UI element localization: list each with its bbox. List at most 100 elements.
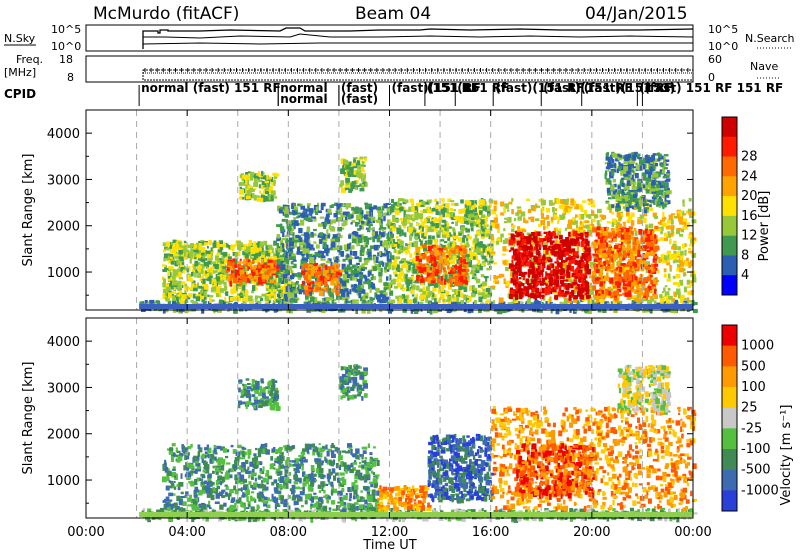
data-cell <box>260 242 264 247</box>
data-cell <box>300 220 304 226</box>
data-cell <box>561 260 566 263</box>
data-cell <box>354 256 359 259</box>
data-cell <box>575 214 578 217</box>
data-cell <box>318 223 323 227</box>
data-cell <box>491 236 494 240</box>
data-cell <box>170 281 172 287</box>
data-cell <box>237 261 241 264</box>
data-cell <box>445 203 450 208</box>
data-cell <box>474 253 477 256</box>
data-cell <box>289 242 294 247</box>
data-cell <box>667 279 672 282</box>
data-cell <box>620 301 622 304</box>
data-cell <box>565 206 568 212</box>
data-cell <box>334 286 337 288</box>
data-cell <box>218 250 223 253</box>
data-cell <box>678 295 681 299</box>
data-cell <box>491 252 496 254</box>
data-cell <box>668 288 671 291</box>
data-cell <box>423 286 426 291</box>
data-cell <box>343 259 346 262</box>
data-cell <box>382 229 385 231</box>
data-cell <box>236 241 241 244</box>
data-cell <box>333 257 335 260</box>
data-cell <box>355 207 359 212</box>
data-cell <box>234 264 239 268</box>
data-cell <box>401 296 403 298</box>
data-cell <box>609 210 612 213</box>
data-cell <box>397 239 400 242</box>
data-cell <box>294 299 298 303</box>
data-cell <box>327 260 329 263</box>
data-cell <box>435 269 438 274</box>
data-cell <box>178 272 182 278</box>
data-cell <box>682 244 685 249</box>
data-cell <box>408 227 412 232</box>
data-cell <box>256 258 260 262</box>
data-cell <box>209 295 213 297</box>
data-cell <box>397 246 399 249</box>
data-cell <box>396 236 399 238</box>
data-cell <box>533 206 536 211</box>
data-cell <box>409 231 413 233</box>
data-cell <box>381 268 383 273</box>
data-cell <box>166 242 170 247</box>
data-cell <box>206 279 210 281</box>
data-cell <box>145 300 148 304</box>
data-cell <box>209 281 211 284</box>
data-cell <box>667 251 671 253</box>
cpid-segment-label: normal <box>280 92 327 106</box>
data-cell <box>330 298 334 300</box>
data-cell <box>446 232 449 237</box>
data-cell <box>479 199 484 205</box>
data-cell <box>477 266 480 270</box>
data-cell <box>453 259 456 261</box>
data-cell <box>567 199 569 202</box>
data-cell <box>188 293 192 297</box>
data-cell <box>466 298 469 300</box>
data-cell <box>408 299 410 304</box>
data-cell <box>480 297 483 299</box>
data-cell <box>346 203 351 208</box>
data-cell <box>682 211 684 216</box>
data-cell <box>662 218 665 221</box>
data-cell <box>654 216 658 219</box>
data-cell <box>682 199 684 204</box>
data-cell <box>473 222 476 227</box>
data-cell <box>379 299 383 303</box>
data-cell <box>658 222 660 225</box>
data-cell <box>310 297 315 302</box>
data-cell <box>282 264 286 270</box>
data-cell <box>356 263 360 265</box>
data-cell <box>176 259 180 264</box>
data-cell <box>690 281 692 284</box>
data-cell <box>535 218 539 221</box>
data-cell <box>182 294 187 299</box>
data-cell <box>204 286 209 290</box>
data-cell <box>217 276 220 281</box>
data-cell <box>378 213 382 218</box>
data-cell <box>487 205 490 211</box>
data-cell <box>343 274 347 280</box>
data-cell <box>447 223 450 227</box>
data-cell <box>432 236 435 240</box>
data-cell <box>282 249 285 253</box>
data-cell <box>668 296 673 300</box>
data-cell <box>432 208 436 212</box>
data-cell <box>297 212 301 214</box>
data-cell <box>342 281 346 286</box>
data-cell <box>299 237 302 242</box>
data-cell <box>662 222 667 227</box>
data-cell <box>216 242 219 248</box>
data-cell <box>282 219 286 222</box>
data-cell <box>346 254 349 257</box>
data-cell <box>658 229 661 232</box>
data-cell <box>361 221 365 224</box>
data-cell <box>435 251 439 255</box>
data-cell <box>201 289 203 293</box>
data-cell <box>528 209 531 213</box>
data-cell <box>502 260 506 264</box>
data-cell <box>366 238 371 240</box>
data-cell <box>420 205 423 207</box>
data-cell <box>232 262 234 268</box>
